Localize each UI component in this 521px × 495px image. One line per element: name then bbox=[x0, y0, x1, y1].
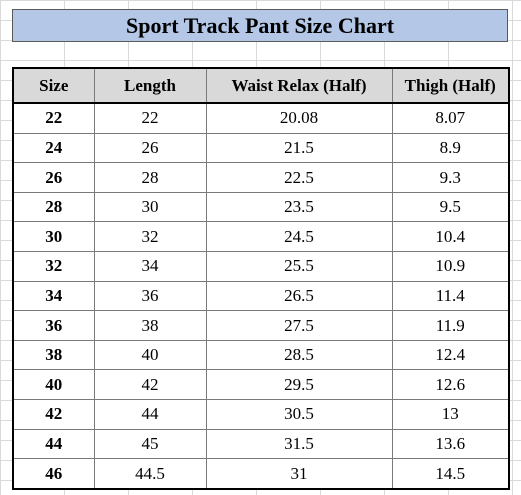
waist-cell: 25.5 bbox=[205, 251, 393, 282]
table-row: 24 26 21.5 8.9 bbox=[12, 132, 510, 164]
waist-cell: 27.5 bbox=[205, 310, 393, 341]
size-cell: 44 bbox=[12, 428, 95, 460]
table-row: 38 40 28.5 12.4 bbox=[12, 339, 510, 371]
thigh-cell: 10.9 bbox=[391, 251, 510, 282]
waist-cell: 26.5 bbox=[205, 280, 393, 312]
table-row: 26 28 22.5 9.3 bbox=[12, 162, 510, 193]
table-row: 44 45 31.5 13.6 bbox=[12, 428, 510, 460]
table-row: 46 44.5 31 14.5 bbox=[12, 458, 510, 490]
header-waist-relax: Waist Relax (Half) bbox=[205, 67, 393, 104]
waist-cell: 22.5 bbox=[205, 162, 393, 193]
waist-cell: 21.5 bbox=[205, 132, 393, 164]
size-cell: 24 bbox=[12, 132, 95, 164]
table-row: 42 44 30.5 13 bbox=[12, 399, 510, 430]
length-cell: 36 bbox=[93, 280, 207, 312]
table-row: 30 32 24.5 10.4 bbox=[12, 221, 510, 253]
length-cell: 44.5 bbox=[93, 458, 207, 490]
header-row: Size Length Waist Relax (Half) Thigh (Ha… bbox=[12, 67, 510, 104]
length-cell: 45 bbox=[93, 428, 207, 460]
table-row: 22 22 20.08 8.07 bbox=[12, 102, 510, 134]
size-cell: 34 bbox=[12, 280, 95, 312]
size-cell: 28 bbox=[12, 191, 95, 223]
waist-cell: 30.5 bbox=[205, 399, 393, 430]
header-size: Size bbox=[12, 67, 95, 104]
size-cell: 46 bbox=[12, 458, 95, 490]
thigh-cell: 13.6 bbox=[391, 428, 510, 460]
length-cell: 26 bbox=[93, 132, 207, 164]
size-cell: 38 bbox=[12, 339, 95, 371]
table-row: 28 30 23.5 9.5 bbox=[12, 191, 510, 223]
table-row: 32 34 25.5 10.9 bbox=[12, 251, 510, 282]
length-cell: 44 bbox=[93, 399, 207, 430]
table-row: 40 42 29.5 12.6 bbox=[12, 369, 510, 401]
waist-cell: 23.5 bbox=[205, 191, 393, 223]
chart-title: Sport Track Pant Size Chart bbox=[12, 9, 508, 42]
waist-cell: 28.5 bbox=[205, 339, 393, 371]
thigh-cell: 11.4 bbox=[391, 280, 510, 312]
waist-cell: 20.08 bbox=[205, 102, 393, 134]
waist-cell: 31 bbox=[205, 458, 393, 490]
length-cell: 38 bbox=[93, 310, 207, 341]
size-cell: 42 bbox=[12, 399, 95, 430]
length-cell: 34 bbox=[93, 251, 207, 282]
length-cell: 42 bbox=[93, 369, 207, 401]
length-cell: 28 bbox=[93, 162, 207, 193]
thigh-cell: 10.4 bbox=[391, 221, 510, 253]
header-length: Length bbox=[93, 67, 207, 104]
header-thigh: Thigh (Half) bbox=[391, 67, 510, 104]
thigh-cell: 12.4 bbox=[391, 339, 510, 371]
thigh-cell: 8.9 bbox=[391, 132, 510, 164]
thigh-cell: 8.07 bbox=[391, 102, 510, 134]
size-cell: 30 bbox=[12, 221, 95, 253]
length-cell: 40 bbox=[93, 339, 207, 371]
size-cell: 36 bbox=[12, 310, 95, 341]
length-cell: 30 bbox=[93, 191, 207, 223]
thigh-cell: 13 bbox=[391, 399, 510, 430]
length-cell: 22 bbox=[93, 102, 207, 134]
thigh-cell: 9.5 bbox=[391, 191, 510, 223]
waist-cell: 29.5 bbox=[205, 369, 393, 401]
length-cell: 32 bbox=[93, 221, 207, 253]
size-cell: 40 bbox=[12, 369, 95, 401]
size-chart-table: Size Length Waist Relax (Half) Thigh (Ha… bbox=[12, 67, 510, 490]
thigh-cell: 14.5 bbox=[391, 458, 510, 490]
thigh-cell: 9.3 bbox=[391, 162, 510, 193]
thigh-cell: 11.9 bbox=[391, 310, 510, 341]
size-cell: 32 bbox=[12, 251, 95, 282]
waist-cell: 31.5 bbox=[205, 428, 393, 460]
waist-cell: 24.5 bbox=[205, 221, 393, 253]
size-cell: 22 bbox=[12, 102, 95, 134]
size-cell: 26 bbox=[12, 162, 95, 193]
table-row: 34 36 26.5 11.4 bbox=[12, 280, 510, 312]
table-row: 36 38 27.5 11.9 bbox=[12, 310, 510, 341]
thigh-cell: 12.6 bbox=[391, 369, 510, 401]
